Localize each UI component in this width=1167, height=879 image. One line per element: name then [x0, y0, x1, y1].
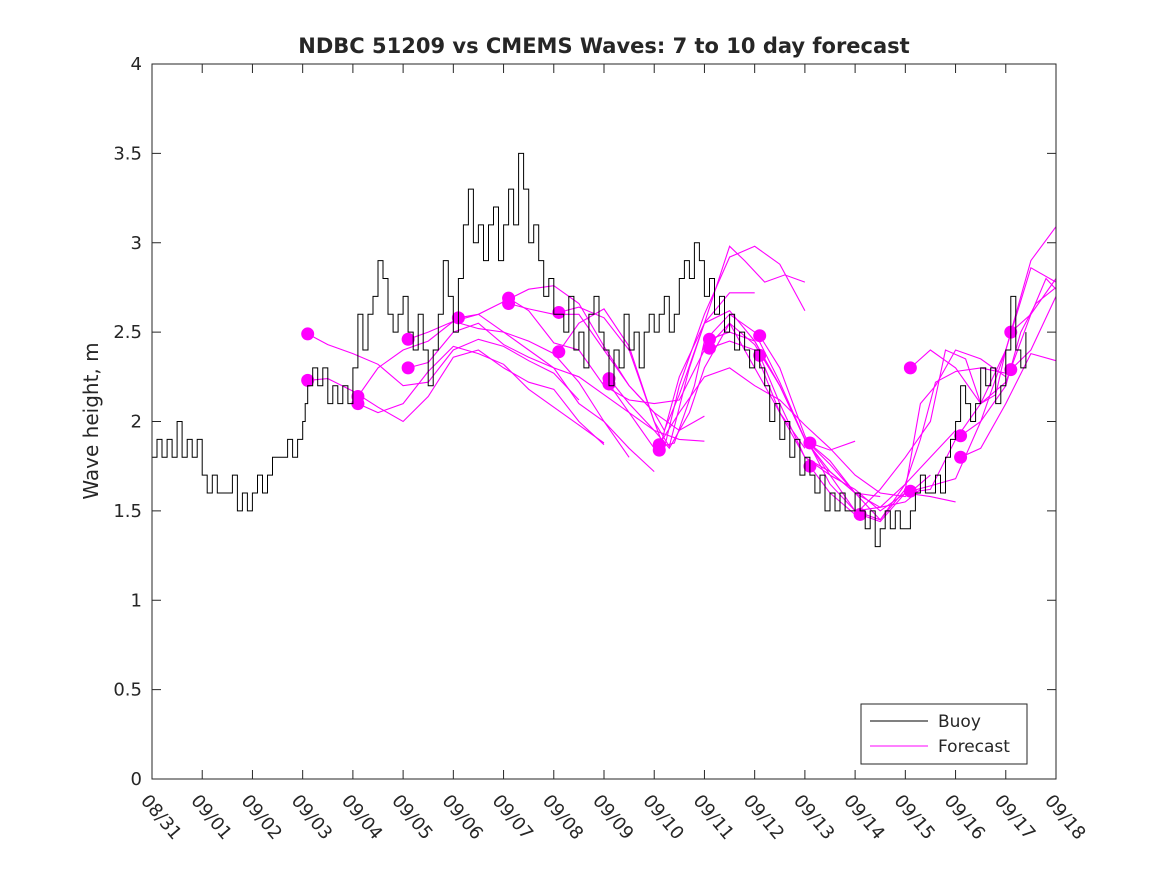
chart-title: NDBC 51209 vs CMEMS Waves: 7 to 10 day f… [298, 34, 909, 58]
forecast-start-marker [903, 361, 917, 375]
forecast-line [1010, 296, 1057, 371]
forecast-line [960, 286, 1057, 437]
forecast-start-marker [301, 327, 315, 341]
y-axis-ticks: 0 0.5 1 1.5 2 2.5 3 3.5 4 [113, 54, 1056, 790]
forecast-line [357, 345, 605, 444]
legend-box [860, 703, 1028, 765]
y-tick-label: 0.5 [113, 680, 142, 701]
y-tick-label: 3.5 [113, 143, 142, 164]
forecast-start-marker [351, 397, 365, 411]
forecast-line [558, 245, 806, 448]
forecast-start-marker [753, 329, 767, 343]
forecast-line [307, 333, 580, 401]
forecast-line [809, 349, 1007, 516]
forecast-start-marker [552, 305, 566, 319]
forecast-start-marker [1004, 363, 1018, 377]
buoy-line [152, 152, 1027, 548]
forecast-start-marker [401, 332, 415, 346]
forecast-line [809, 440, 856, 451]
forecast-start-marker [401, 361, 415, 375]
buoy-series-group [152, 152, 1027, 548]
forecast-start-marker [301, 373, 315, 387]
y-tick-label: 1.5 [113, 501, 142, 522]
y-axis-label: Wave height, m [79, 342, 103, 499]
forecast-line [759, 335, 1007, 521]
forecast-line [458, 285, 705, 432]
y-tick-label: 0 [131, 769, 142, 790]
y-tick-label: 2 [131, 412, 142, 433]
forecast-line [508, 292, 755, 432]
legend-buoy-label: Buoy [938, 712, 981, 732]
legend: Buoy Forecast [860, 703, 1028, 765]
forecast-line [759, 355, 1006, 521]
y-tick-label: 2.5 [113, 322, 142, 343]
forecast-line [357, 320, 630, 458]
forecast-line [558, 245, 806, 451]
forecast-start-marker [502, 291, 516, 305]
forecast-start-marker [903, 484, 917, 498]
forecast-start-marker [702, 341, 716, 355]
forecast-start-marker [954, 429, 968, 443]
forecast-line [960, 352, 1057, 458]
y-tick-label: 1 [131, 590, 142, 611]
forecast-start-marker [954, 450, 968, 464]
legend-forecast-label: Forecast [938, 737, 1010, 757]
y-tick-label: 4 [131, 54, 142, 75]
forecast-start-marker [652, 438, 666, 452]
forecast-line [1010, 277, 1057, 333]
y-tick-label: 3 [131, 233, 142, 254]
forecast-line [407, 313, 655, 473]
forecast-start-marker [702, 332, 716, 346]
forecast-start-marker [803, 436, 817, 450]
axes-frame [151, 63, 1057, 780]
forecast-start-marker [552, 345, 566, 359]
